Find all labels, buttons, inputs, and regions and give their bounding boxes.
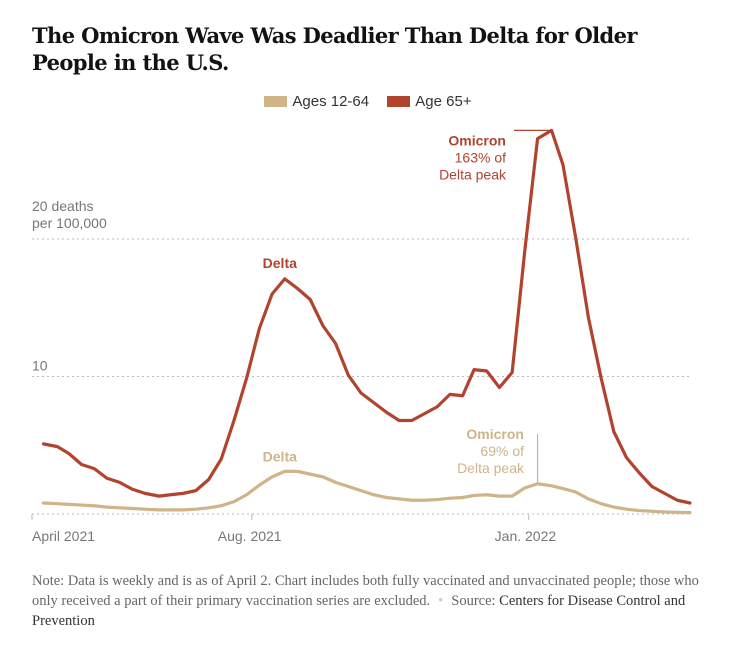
annotation-omicron-65-title: Omicron	[448, 132, 506, 148]
annotation-omicron-65-line2: Delta peak	[439, 166, 507, 182]
series-line-ages-12-64	[41, 469, 692, 515]
annotation-omicron-12-64-title: Omicron	[466, 426, 524, 442]
x-tick-label: April 2021	[32, 528, 95, 544]
source-label: Source:	[451, 593, 496, 609]
y-tick-label-20-unit: per 100,000	[32, 215, 107, 231]
x-axis: April 2021 Aug. 2021 Jan. 2022	[31, 514, 557, 544]
annotation-delta-12-64-title: Delta	[263, 448, 297, 464]
legend: Ages 12-64 Age 65+	[0, 93, 736, 111]
chart-note: Note: Data is weekly and is as of April …	[32, 571, 712, 631]
chart-title: The Omicron Wave Was Deadlier Than Delta…	[32, 23, 637, 75]
legend-label-age-65-plus: Age 65+	[415, 93, 472, 110]
annotation-delta-65-title: Delta	[263, 255, 297, 271]
annotation-omicron-12-64-line1: 69% of	[480, 443, 524, 459]
series-layer	[41, 128, 692, 515]
annotation-omicron-12-64-line2: Delta peak	[457, 460, 525, 476]
legend-label-ages-12-64: Ages 12-64	[292, 93, 370, 110]
series-line-age-65-	[41, 128, 692, 505]
x-tick-label: Aug. 2021	[218, 528, 282, 544]
source-text: Centers for Disease Control and Preventi…	[32, 593, 686, 629]
annotation-omicron-65-line1: 163% of	[455, 149, 506, 165]
y-tick-label-20: 20 deaths	[32, 198, 94, 214]
note-text: Note: Data is weekly and is as of April …	[32, 573, 699, 609]
legend-item-age-65-plus: Age 65+	[387, 93, 472, 110]
separator-dot: •	[438, 593, 444, 609]
x-tick-label: Jan. 2022	[495, 528, 557, 544]
legend-item-ages-12-64: Ages 12-64	[264, 93, 369, 110]
legend-swatch-age-65-plus	[387, 96, 411, 107]
y-tick-label-10: 10	[32, 358, 48, 374]
legend-swatch-ages-12-64	[264, 96, 288, 107]
